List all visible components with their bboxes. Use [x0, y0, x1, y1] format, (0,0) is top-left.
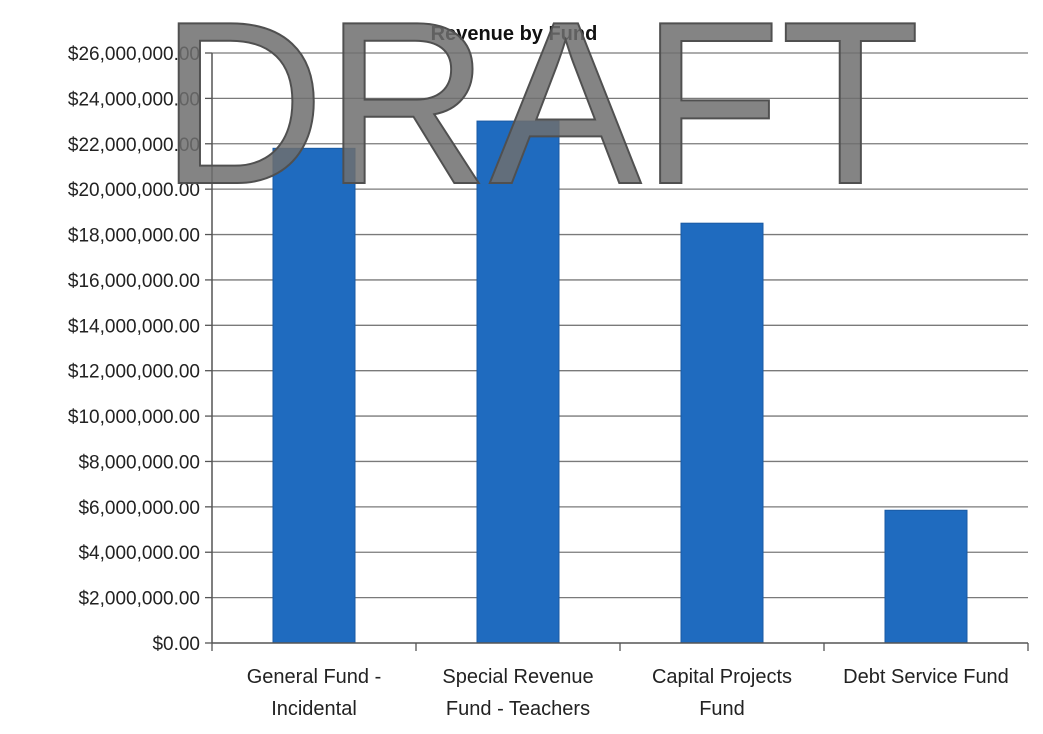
bar: [476, 120, 560, 644]
x-tick-label: Special Revenue: [442, 666, 593, 688]
chart-title: Revenue by Fund: [431, 23, 598, 45]
y-tick-label: $0.00: [152, 634, 200, 655]
y-tick-label: $16,000,000.00: [68, 271, 200, 292]
x-tick-label: Fund: [699, 698, 745, 720]
y-tick-label: $2,000,000.00: [78, 589, 200, 610]
y-tick-label: $18,000,000.00: [68, 226, 200, 247]
y-tick-label: $24,000,000.00: [68, 89, 200, 110]
y-tick-labels: $0.00 $2,000,000.00 $4,000,000.00 $6,000,00…: [68, 44, 200, 655]
y-tick-label: $8,000,000.00: [78, 452, 200, 473]
x-tick-label: Fund - Teachers: [446, 698, 590, 720]
x-tick-label: General Fund -: [247, 666, 382, 688]
x-tick-label: Incidental: [271, 698, 357, 720]
x-tick-label: Capital Projects: [652, 666, 792, 688]
bar: [680, 222, 764, 644]
y-tick-label: $10,000,000.00: [68, 407, 200, 428]
y-tick-label: $4,000,000.00: [78, 543, 200, 564]
bars: [272, 120, 968, 644]
bar: [884, 509, 968, 644]
bar: [272, 147, 356, 644]
y-tick-label: $22,000,000.00: [68, 135, 200, 156]
y-tick-label: $12,000,000.00: [68, 362, 200, 383]
x-tick-label: Debt Service Fund: [843, 666, 1009, 688]
x-tick-labels: General Fund - Incidental Special Revenue F…: [247, 666, 1009, 720]
axes: [211, 53, 1029, 651]
draft-watermark: DRAFT: [160, 0, 920, 233]
y-tick-label: $26,000,000.00: [68, 44, 200, 65]
y-tick-label: $6,000,000.00: [78, 498, 200, 519]
y-tick-label: $14,000,000.00: [68, 316, 200, 337]
y-tick-label: $20,000,000.00: [68, 180, 200, 201]
